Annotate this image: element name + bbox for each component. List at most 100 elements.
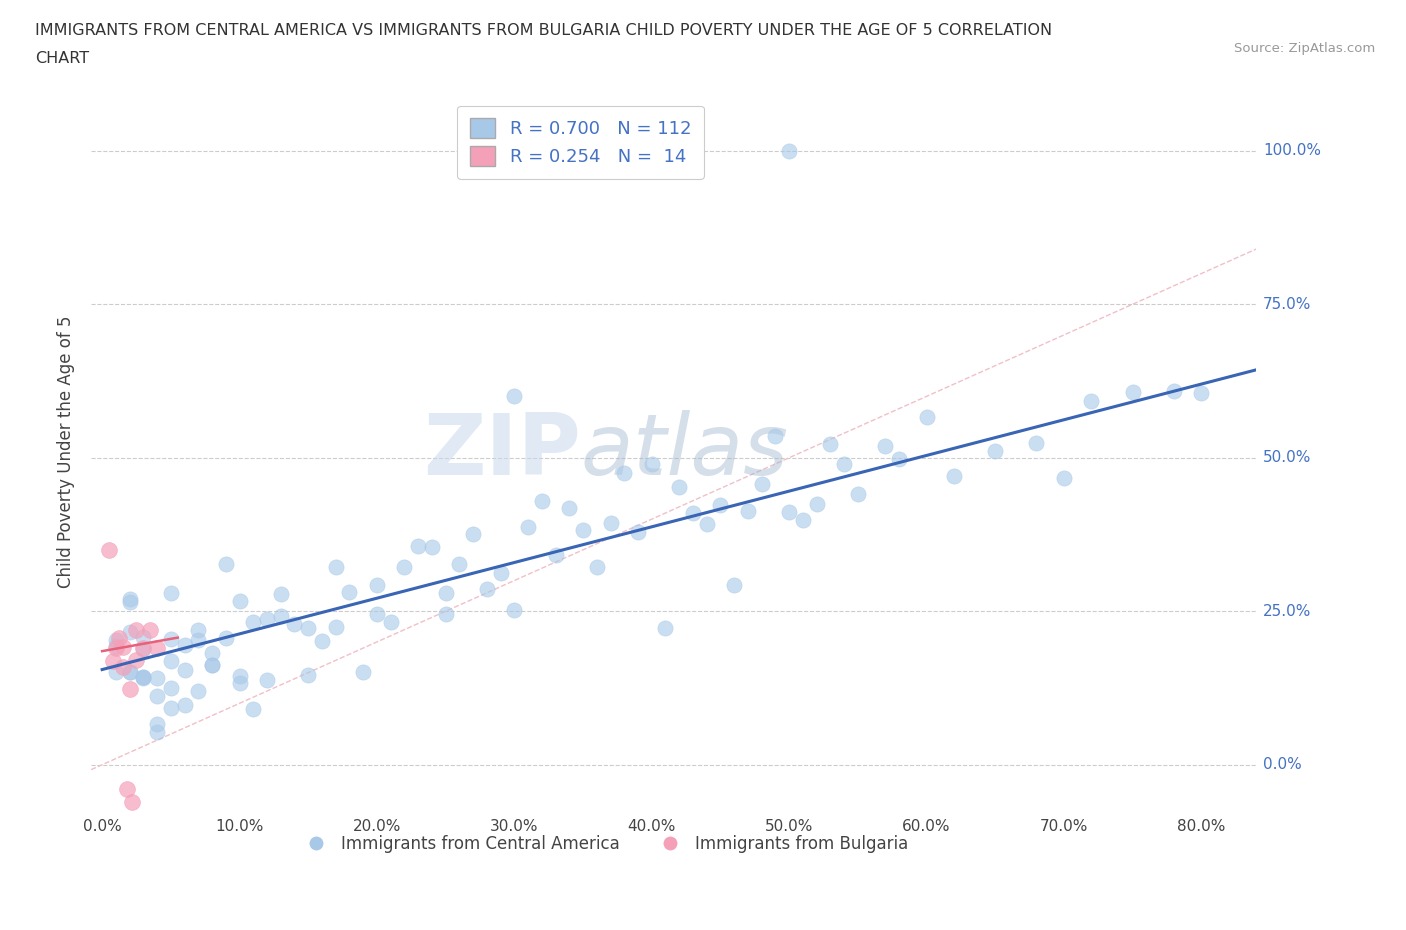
- Point: [434, 606, 457, 621]
- Point: [187, 632, 209, 647]
- Point: [489, 566, 512, 581]
- Point: [846, 487, 869, 502]
- Point: [875, 438, 897, 453]
- Point: [613, 465, 636, 480]
- Point: [1122, 384, 1144, 399]
- Point: [544, 547, 567, 562]
- Point: [887, 451, 910, 466]
- Point: [146, 717, 169, 732]
- Point: [173, 698, 195, 712]
- Point: [352, 665, 374, 680]
- Point: [111, 659, 134, 674]
- Legend: Immigrants from Central America, Immigrants from Bulgaria: Immigrants from Central America, Immigra…: [292, 829, 915, 860]
- Point: [201, 658, 224, 672]
- Text: 25.0%: 25.0%: [1263, 604, 1312, 618]
- Point: [751, 476, 773, 491]
- Point: [115, 782, 138, 797]
- Point: [572, 523, 595, 538]
- Point: [366, 606, 388, 621]
- Point: [146, 640, 169, 655]
- Point: [132, 670, 155, 684]
- Point: [201, 645, 224, 660]
- Point: [125, 653, 148, 668]
- Point: [132, 642, 155, 657]
- Point: [270, 609, 292, 624]
- Point: [723, 578, 745, 592]
- Point: [806, 497, 828, 512]
- Point: [132, 630, 155, 644]
- Text: atlas: atlas: [581, 410, 789, 493]
- Point: [160, 586, 183, 601]
- Point: [121, 794, 143, 809]
- Text: IMMIGRANTS FROM CENTRAL AMERICA VS IMMIGRANTS FROM BULGARIA CHILD POVERTY UNDER : IMMIGRANTS FROM CENTRAL AMERICA VS IMMIG…: [35, 23, 1052, 38]
- Point: [160, 631, 183, 646]
- Point: [380, 614, 402, 629]
- Point: [832, 457, 855, 472]
- Point: [820, 436, 842, 451]
- Point: [132, 670, 155, 684]
- Point: [160, 681, 183, 696]
- Point: [104, 632, 127, 647]
- Point: [503, 389, 526, 404]
- Point: [778, 143, 800, 158]
- Point: [709, 498, 731, 512]
- Point: [641, 457, 664, 472]
- Point: [1025, 435, 1047, 450]
- Point: [558, 500, 581, 515]
- Point: [242, 615, 264, 630]
- Point: [572, 143, 595, 158]
- Point: [256, 672, 278, 687]
- Text: 75.0%: 75.0%: [1263, 297, 1312, 312]
- Point: [104, 641, 127, 656]
- Point: [366, 578, 388, 592]
- Point: [201, 658, 224, 672]
- Point: [503, 603, 526, 618]
- Point: [118, 592, 141, 607]
- Point: [146, 688, 169, 703]
- Point: [256, 611, 278, 626]
- Point: [118, 624, 141, 639]
- Point: [228, 593, 250, 608]
- Text: 0.0%: 0.0%: [1263, 757, 1302, 772]
- Point: [737, 503, 759, 518]
- Point: [104, 664, 127, 679]
- Point: [1080, 393, 1102, 408]
- Point: [146, 671, 169, 685]
- Text: 50.0%: 50.0%: [1263, 450, 1312, 465]
- Point: [270, 586, 292, 601]
- Point: [585, 560, 607, 575]
- Point: [763, 429, 786, 444]
- Point: [139, 623, 162, 638]
- Point: [461, 526, 484, 541]
- Point: [599, 515, 621, 530]
- Point: [1053, 471, 1076, 485]
- Point: [187, 622, 209, 637]
- Point: [118, 682, 141, 697]
- Point: [627, 525, 650, 539]
- Point: [696, 517, 718, 532]
- Point: [641, 143, 664, 158]
- Point: [173, 662, 195, 677]
- Point: [104, 639, 127, 654]
- Point: [654, 620, 676, 635]
- Point: [325, 619, 347, 634]
- Point: [449, 556, 471, 571]
- Text: Source: ZipAtlas.com: Source: ZipAtlas.com: [1234, 42, 1375, 55]
- Point: [517, 519, 540, 534]
- Point: [132, 671, 155, 685]
- Point: [118, 664, 141, 679]
- Point: [160, 653, 183, 668]
- Point: [778, 504, 800, 519]
- Point: [339, 584, 361, 599]
- Point: [132, 641, 155, 656]
- Point: [792, 512, 814, 527]
- Point: [297, 620, 319, 635]
- Point: [530, 494, 553, 509]
- Point: [125, 623, 148, 638]
- Point: [146, 724, 169, 739]
- Point: [228, 669, 250, 684]
- Point: [283, 617, 305, 631]
- Text: 100.0%: 100.0%: [1263, 143, 1322, 158]
- Point: [228, 675, 250, 690]
- Point: [215, 556, 238, 571]
